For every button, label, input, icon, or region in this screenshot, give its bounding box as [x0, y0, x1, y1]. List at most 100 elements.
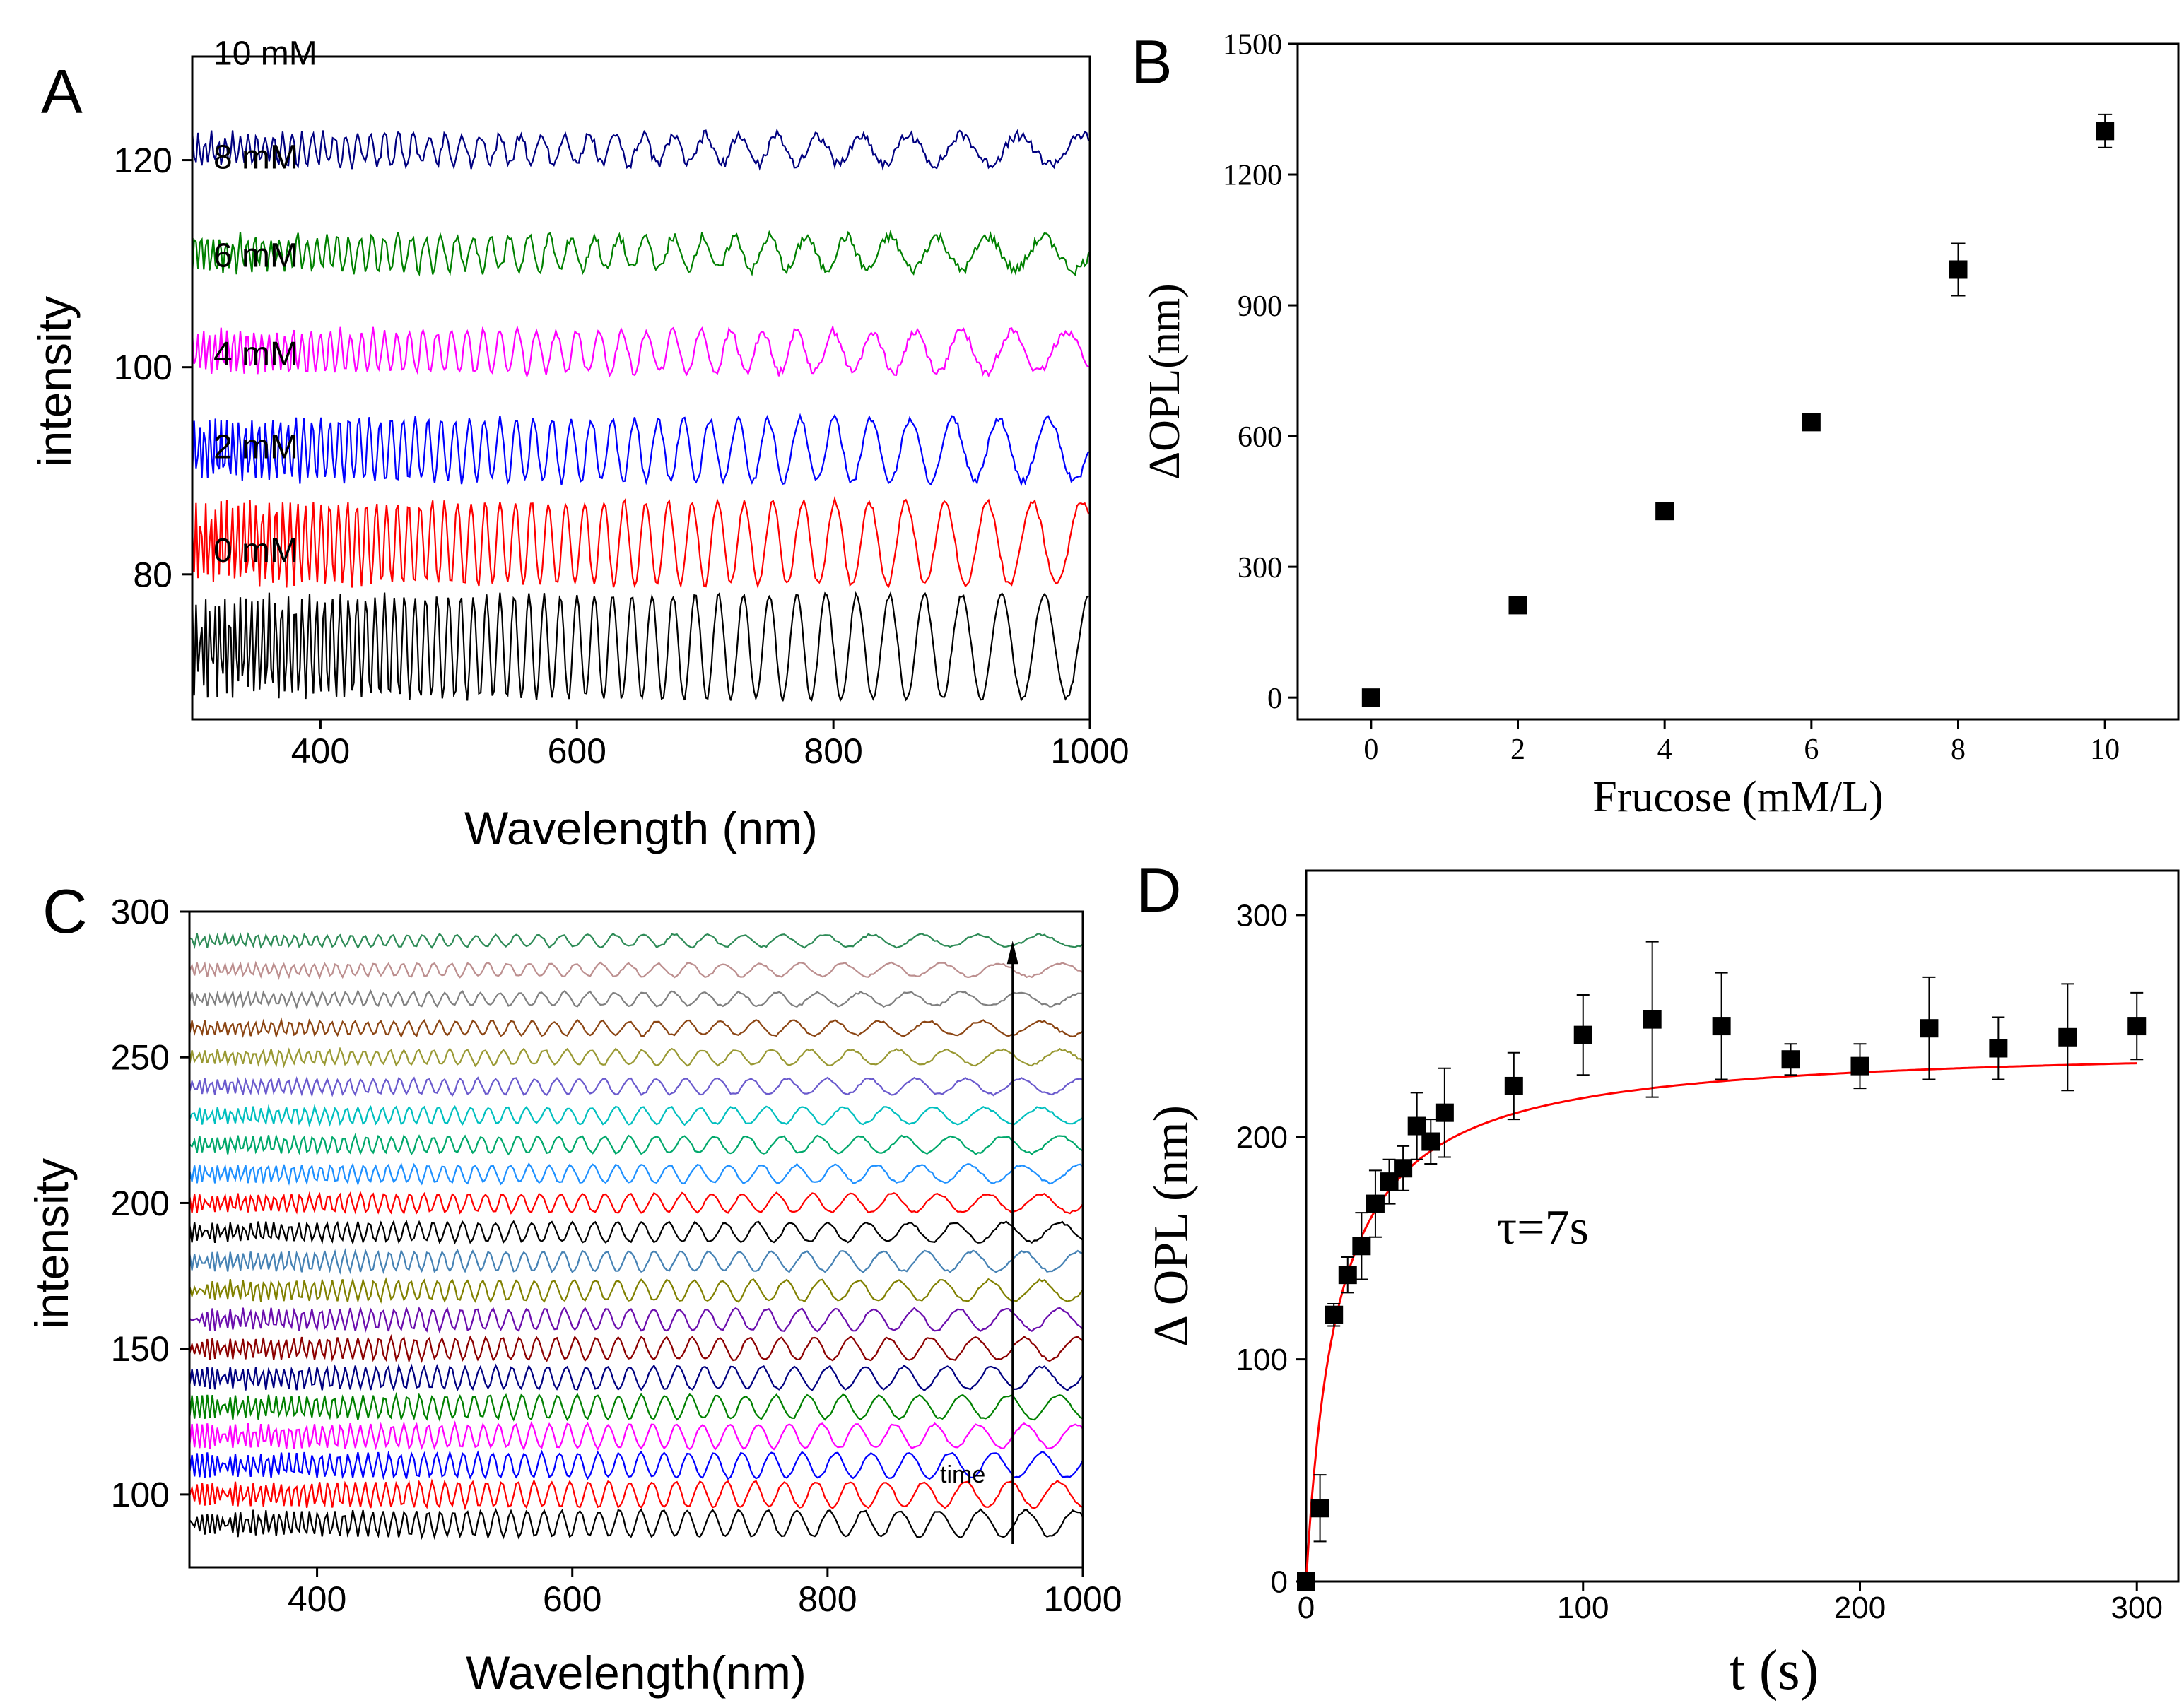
panel-a-frame [191, 55, 1091, 721]
panel-b-ytick-label: 1200 [1223, 160, 1282, 192]
panel-c-series-line [188, 1076, 1084, 1098]
panel-a-series-line [191, 324, 1089, 379]
panel-a-series-label: 0 mM [213, 532, 298, 570]
panel-b-point [1802, 413, 1821, 432]
panel-letter-a: A [41, 57, 83, 126]
panel-c-series-line [188, 960, 1084, 981]
panel-a-series-label: 6 mM [213, 237, 298, 275]
panel-a-series-line [191, 591, 1089, 702]
panel-d-axes: 0 100 200 300 0 100 200 300 [1236, 898, 2163, 1625]
panel-d-point [1407, 1116, 1426, 1136]
panel-c-series-line [188, 1420, 1084, 1451]
panel-b-ytick-label: 1500 [1223, 29, 1282, 61]
panel-a-series-label: 4 mM [213, 336, 298, 373]
panel-a-series-line [191, 413, 1090, 487]
panel-a-series [191, 128, 1090, 702]
panel-c-series-line [188, 1478, 1084, 1511]
panel-c-frame [188, 910, 1084, 1569]
panel-b-xtick-label: 8 [1951, 733, 1966, 766]
panel-a-ytick-label: 100 [114, 348, 172, 387]
panel-d-point [1325, 1305, 1344, 1324]
panel-d-point [1394, 1159, 1413, 1178]
panel-d-point [2127, 1017, 2147, 1036]
panel-b-xtick-label: 10 [2090, 733, 2120, 766]
panel-b-point [2096, 122, 2115, 141]
panel-d-point [1352, 1237, 1371, 1256]
panel-c-series-line [189, 1507, 1084, 1540]
panel-d-ylabel: Δ OPL (nm) [1144, 1105, 1199, 1347]
panel-b-ytick-label: 900 [1238, 290, 1282, 323]
panel-d-xtick-label: 200 [1834, 1591, 1886, 1625]
panel-a-xtick-label: 1000 [1050, 731, 1129, 771]
panel-c-series-line [188, 1104, 1084, 1128]
panel-d-point [2058, 1027, 2077, 1047]
panel-letter-b: B [1131, 27, 1173, 97]
panel-c-time-arrow [1006, 941, 1018, 1545]
panel-a-xtick-label: 600 [548, 731, 606, 771]
panel-d-point [1781, 1050, 1800, 1069]
panel-d-point [1573, 1025, 1592, 1044]
panel-b-point [1655, 502, 1674, 521]
panel-c-series-line [188, 1220, 1084, 1246]
panel-a-series-label: 8 mM [213, 139, 298, 176]
panel-d-point [1643, 1010, 1662, 1029]
panel-letter-d: D [1137, 855, 1182, 925]
panel-d-point [1366, 1194, 1385, 1213]
panel-d-point [1712, 1017, 1731, 1036]
panel-d-xtick-label: 0 [1298, 1591, 1315, 1625]
panel-d-ytick-label: 100 [1236, 1343, 1288, 1377]
panel-d-point [1920, 1019, 1939, 1038]
panel-a-xtick-label: 400 [291, 731, 350, 771]
panel-b-point [1949, 260, 1968, 279]
panel-c-xtick-label: 400 [288, 1579, 346, 1619]
panel-c: C 400 600 800 1000 100 150 200 250 300 time Wave… [25, 876, 1122, 1699]
panel-c-axes: 400 600 800 1000 100 150 200 250 300 [111, 892, 1122, 1620]
panel-a-ytick-label: 120 [114, 141, 172, 180]
panel-c-ytick-label: 250 [111, 1038, 170, 1078]
panel-c-ytick-label: 200 [111, 1184, 170, 1223]
panel-d-ytick-label: 0 [1271, 1564, 1288, 1599]
panel-d-tau-annotation: τ=7s [1497, 1201, 1589, 1255]
panel-c-series-line [188, 1017, 1084, 1039]
panel-a-axes: 400 600 800 1000 80 100 120 [114, 141, 1129, 771]
panel-a-ylabel: intensity [28, 296, 81, 467]
panel-c-series-line [188, 1391, 1084, 1422]
panel-a: A 0 mM 2 mM 4 mM 6 mM 8 mM 10 mM 400 600 800 100… [28, 35, 1129, 854]
panel-d-xtick-label: 300 [2111, 1591, 2163, 1625]
panel-letter-c: C [42, 876, 88, 946]
panel-c-series-line [188, 1190, 1084, 1215]
panel-c-ytick-label: 300 [111, 892, 170, 932]
panel-c-xtick-label: 600 [543, 1579, 601, 1619]
panel-b: B 0 2 4 6 8 10 0 300 600 900 1200 1500 Frucose (mM/… [1131, 27, 2180, 821]
panel-b-points [1361, 113, 2115, 707]
panel-a-series-label: 2 mM [213, 429, 298, 466]
panel-d-frame [1305, 869, 2180, 1583]
panel-d-point [1297, 1572, 1315, 1591]
panel-d-ytick-label: 200 [1236, 1121, 1288, 1155]
panel-c-series-line [189, 1132, 1084, 1156]
panel-d-point [1989, 1039, 2008, 1058]
panel-c-series-line [188, 1277, 1084, 1304]
panel-b-xtick-label: 4 [1657, 733, 1672, 766]
panel-a-series-line [191, 229, 1090, 277]
panel-c-ytick-label: 100 [111, 1475, 170, 1514]
panel-b-frame [1296, 42, 2180, 721]
panel-b-axes: 0 2 4 6 8 10 0 300 600 900 1200 1500 [1223, 29, 2120, 766]
panel-d: D 0 100 200 300 0 100 200 300 τ=7s t (s) Δ OPL … [1137, 855, 2180, 1702]
panel-a-series-label: 10 mM [213, 35, 317, 73]
panel-c-xlabel: Wavelength(nm) [466, 1646, 806, 1699]
panel-c-series-line [188, 1363, 1084, 1392]
panel-c-xtick-label: 1000 [1043, 1579, 1122, 1619]
panel-b-xtick-label: 6 [1804, 733, 1819, 766]
panel-a-series-line [191, 495, 1090, 589]
panel-c-series-line [188, 989, 1084, 1010]
panel-c-time-label: time [940, 1461, 985, 1488]
panel-c-series [188, 930, 1084, 1540]
panel-c-series-line [189, 930, 1084, 950]
panel-b-xtick-label: 2 [1510, 733, 1525, 766]
panel-b-ylabel: ΔOPL(nm) [1141, 283, 1189, 480]
panel-a-series-labels: 0 mM 2 mM 4 mM 6 mM 8 mM 10 mM [213, 35, 317, 570]
panel-c-ylabel: intensity [25, 1158, 78, 1329]
panel-c-series-line [188, 1047, 1084, 1068]
